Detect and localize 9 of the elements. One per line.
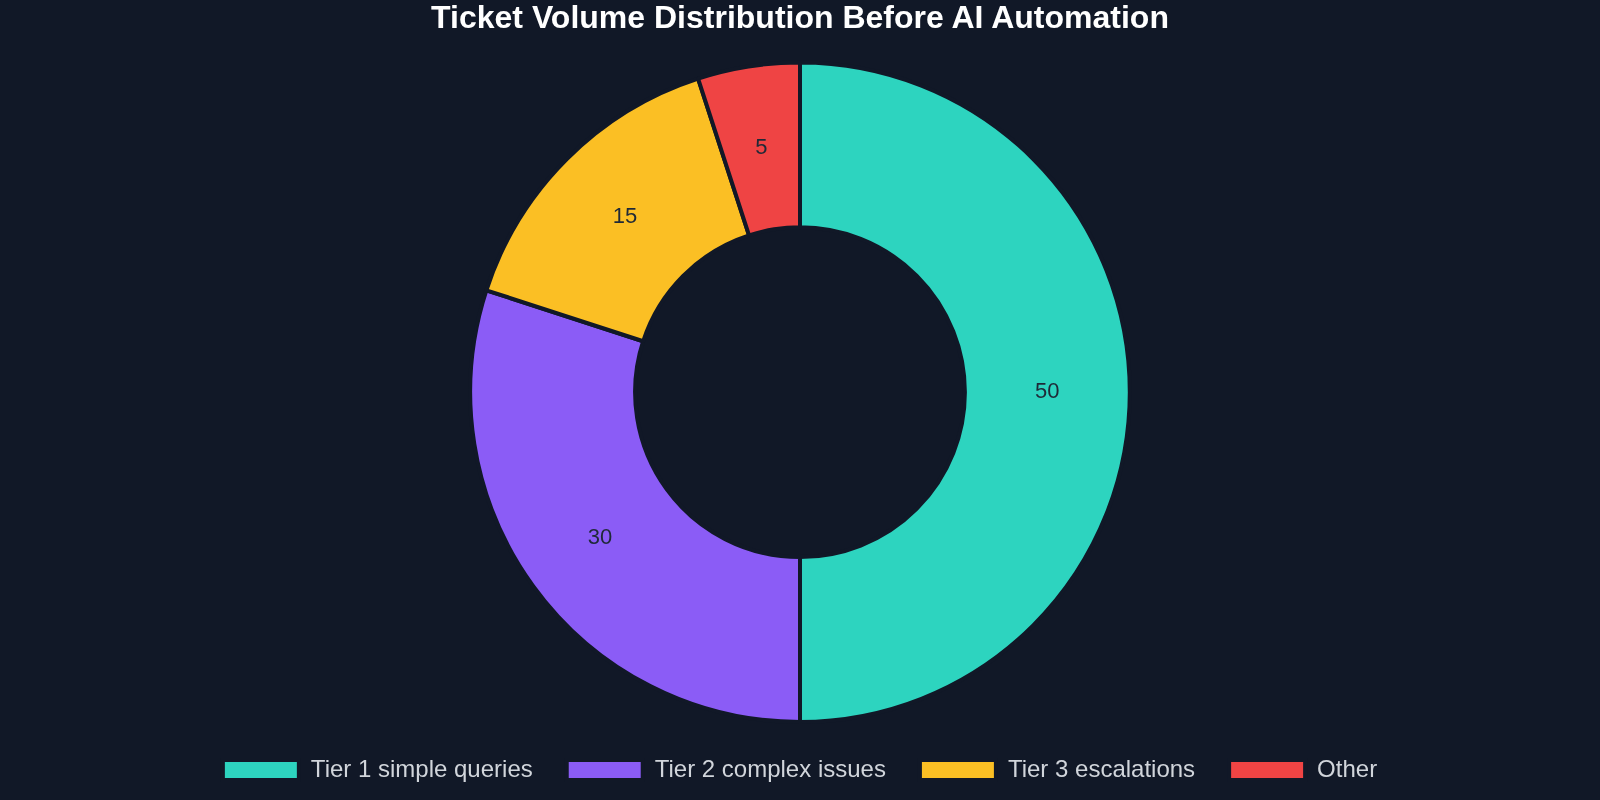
chart-title: Ticket Volume Distribution Before AI Automation	[431, 0, 1169, 36]
data-label: 5	[755, 133, 768, 159]
legend-label: Tier 3 escalations	[1007, 754, 1196, 782]
legend-label: Tier 2 complex issues	[654, 754, 886, 782]
data-label: 15	[612, 203, 638, 229]
data-label: 30	[587, 523, 613, 549]
data-label: 50	[1035, 378, 1060, 404]
legend-label: Other	[1317, 754, 1378, 782]
legend-label: Tier 1 simple queries	[310, 754, 533, 782]
